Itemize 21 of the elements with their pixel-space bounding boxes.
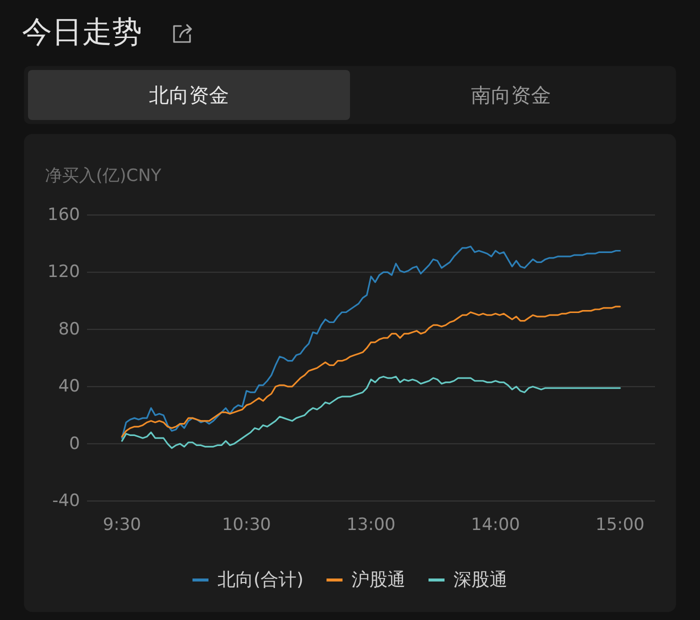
chart-title: 今日走势 — [22, 15, 142, 50]
y-tick-label: -40 — [52, 491, 80, 511]
y-axis-title: 净买入(亿)CNY — [45, 166, 162, 186]
line-series — [121, 376, 621, 449]
y-tick-label: 80 — [58, 319, 80, 340]
line-series — [121, 306, 621, 438]
text: 南向资金 — [471, 83, 551, 107]
y-tick-label: 160 — [48, 205, 80, 225]
x-tick-label: 13:00 — [346, 515, 396, 535]
line-series — [121, 246, 621, 439]
x-tick-label: 14:00 — [471, 515, 520, 535]
y-tick-label: 0 — [69, 434, 80, 454]
x-tick-label: 10:30 — [222, 515, 271, 535]
x-tick-label: 9:30 — [102, 515, 142, 535]
legend-label: 北向(合计) — [217, 570, 304, 590]
legend-label: 深股通 — [454, 570, 508, 590]
y-tick-label: 120 — [48, 262, 80, 282]
y-tick-label: 40 — [58, 376, 80, 397]
x-tick-label: 15:00 — [596, 515, 645, 535]
text: 北向资金 — [149, 83, 229, 107]
legend-label: 沪股通 — [352, 570, 406, 590]
